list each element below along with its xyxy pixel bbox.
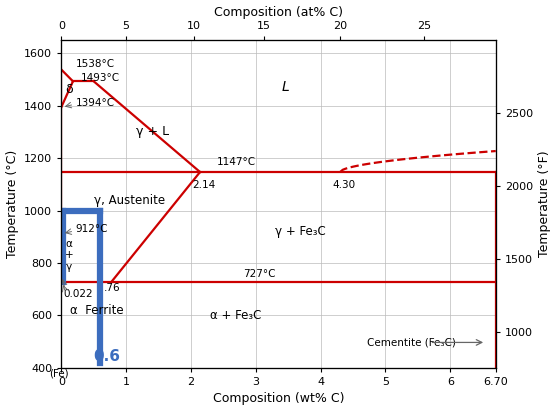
X-axis label: Composition (wt% C): Composition (wt% C)	[213, 393, 344, 405]
Text: α  Ferrite: α Ferrite	[70, 304, 124, 317]
Text: Cementite (Fe₃C): Cementite (Fe₃C)	[367, 337, 456, 347]
Text: α
+
γ: α + γ	[65, 238, 73, 272]
Text: 1493°C: 1493°C	[81, 73, 120, 83]
Text: γ + L: γ + L	[136, 125, 169, 139]
Text: L: L	[282, 80, 290, 95]
Text: δ: δ	[65, 83, 73, 97]
Text: α + Fe₃C: α + Fe₃C	[211, 309, 262, 322]
Text: γ + Fe₃C: γ + Fe₃C	[275, 225, 326, 238]
Text: 4.30: 4.30	[333, 180, 355, 189]
Y-axis label: Temperature (°F): Temperature (°F)	[539, 151, 551, 257]
Text: 1394°C: 1394°C	[76, 98, 115, 108]
Text: 2.14: 2.14	[192, 180, 216, 189]
Text: 912°C: 912°C	[76, 224, 108, 234]
Text: 0.6: 0.6	[94, 349, 121, 364]
Text: 1538°C: 1538°C	[76, 59, 115, 69]
Text: 0.022: 0.022	[64, 289, 94, 299]
Text: (Fe): (Fe)	[50, 368, 69, 379]
Y-axis label: Temperature (°C): Temperature (°C)	[6, 150, 18, 258]
X-axis label: Composition (at% C): Composition (at% C)	[214, 6, 343, 18]
Text: 727°C: 727°C	[243, 269, 275, 279]
Text: .76: .76	[104, 284, 120, 293]
Text: γ, Austenite: γ, Austenite	[94, 194, 165, 207]
Text: 1147°C: 1147°C	[217, 157, 256, 167]
